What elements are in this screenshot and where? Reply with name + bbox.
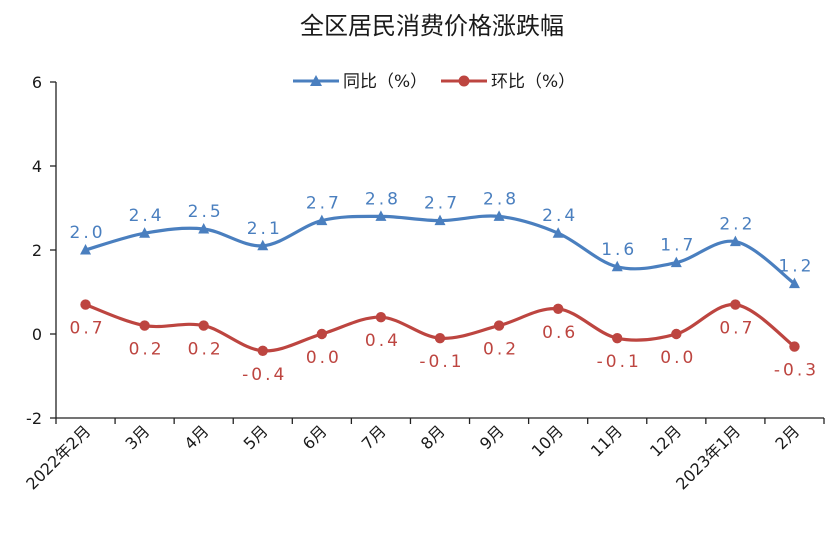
data-label: 2.4: [129, 206, 165, 226]
data-label: 0.7: [719, 319, 755, 339]
data-point: [552, 227, 564, 238]
data-point: [434, 333, 446, 344]
legend-circle-icon: [458, 75, 470, 87]
y-tick-label: 6: [32, 73, 42, 92]
y-tick-label: 0: [32, 325, 42, 344]
data-point: [139, 227, 151, 238]
data-point: [730, 299, 741, 310]
data-label: -0.1: [419, 352, 464, 372]
data-label: 2.5: [188, 202, 224, 222]
data-label: 0.2: [483, 340, 519, 360]
data-label: 2.7: [424, 194, 460, 214]
x-tick-label: 5月: [240, 421, 272, 453]
data-label: 0.7: [70, 319, 106, 339]
series-yoy: 2.0 2.4 2.5 2.1 2.7 2.8 2.7 2.8 2.4 1.6 1.7 2.2 1.2: [70, 189, 814, 289]
data-point: [670, 256, 682, 268]
data-point: [198, 320, 209, 331]
x-tick-label: 8月: [417, 421, 449, 453]
data-point: [552, 303, 564, 314]
legend-triangle-icon: [310, 75, 322, 86]
data-point: [729, 235, 741, 247]
data-point: [80, 244, 92, 255]
data-label: 2.1: [247, 219, 283, 239]
data-point: [434, 214, 446, 226]
legend-label-yoy: 同比（%）: [343, 72, 427, 92]
data-label: 0.4: [365, 331, 401, 351]
x-tick-label: 7月: [358, 421, 390, 453]
data-point: [611, 260, 623, 272]
data-point: [198, 223, 210, 234]
data-label: 0.0: [660, 348, 696, 368]
data-label: 2.4: [542, 206, 578, 226]
data-point: [257, 239, 269, 251]
y-tick-label: -2: [26, 409, 42, 428]
y-tick-label: 2: [32, 241, 42, 260]
data-label: 0.2: [188, 340, 224, 360]
x-tick-label: 4月: [181, 421, 213, 453]
data-point: [612, 333, 623, 344]
chart-title: 全区居民消费价格涨跌幅: [300, 12, 564, 40]
data-point: [375, 312, 387, 323]
x-tick-label: 11月: [587, 421, 626, 460]
data-label: 2.7: [306, 194, 342, 214]
data-point: [493, 210, 505, 221]
data-point: [671, 328, 682, 340]
x-tick-label: 9月: [476, 421, 508, 453]
data-label: 1.7: [660, 236, 696, 256]
data-label: 1.6: [601, 240, 637, 260]
x-tick-label: 2月: [771, 421, 803, 453]
data-point: [788, 277, 800, 289]
x-tick-label: 6月: [299, 421, 331, 453]
x-tick-label: 3月: [121, 421, 153, 453]
data-point: [316, 214, 328, 226]
data-label: 0.6: [542, 323, 578, 343]
data-point: [493, 320, 505, 331]
y-tick-label: 4: [32, 157, 42, 176]
legend-label-mom: 环比（%）: [491, 72, 575, 92]
data-point: [316, 328, 328, 340]
data-point: [789, 341, 800, 352]
data-label: -0.1: [597, 352, 642, 372]
data-point: [375, 210, 387, 221]
data-label: 2.0: [70, 223, 106, 243]
x-tick-label: 12月: [646, 421, 685, 460]
data-label: 0.2: [129, 340, 165, 360]
x-tick-label: 2023年1月: [672, 421, 744, 493]
legend: 同比（%） 环比（%）: [293, 72, 575, 92]
data-point: [80, 299, 91, 310]
data-label: 2.8: [365, 189, 401, 209]
data-label: -0.4: [242, 365, 287, 385]
legend-item-yoy: 同比（%）: [293, 72, 427, 92]
data-label: 2.2: [719, 215, 755, 235]
series-mom: 0.7 0.2 0.2 -0.4 0.0 0.4 -0.1 0.2 0.6 -0.1 0.0 0.7 -…: [70, 299, 819, 385]
data-point: [257, 345, 268, 356]
data-label: 0.0: [306, 348, 342, 368]
data-label: -0.3: [774, 361, 819, 381]
data-label: 2.8: [483, 189, 519, 209]
data-label: 1.2: [778, 257, 814, 277]
legend-item-mom: 环比（%）: [441, 72, 575, 92]
x-tick-label: 10月: [528, 421, 567, 460]
data-point: [139, 320, 150, 331]
x-tick-label: 2022年2月: [22, 421, 94, 493]
